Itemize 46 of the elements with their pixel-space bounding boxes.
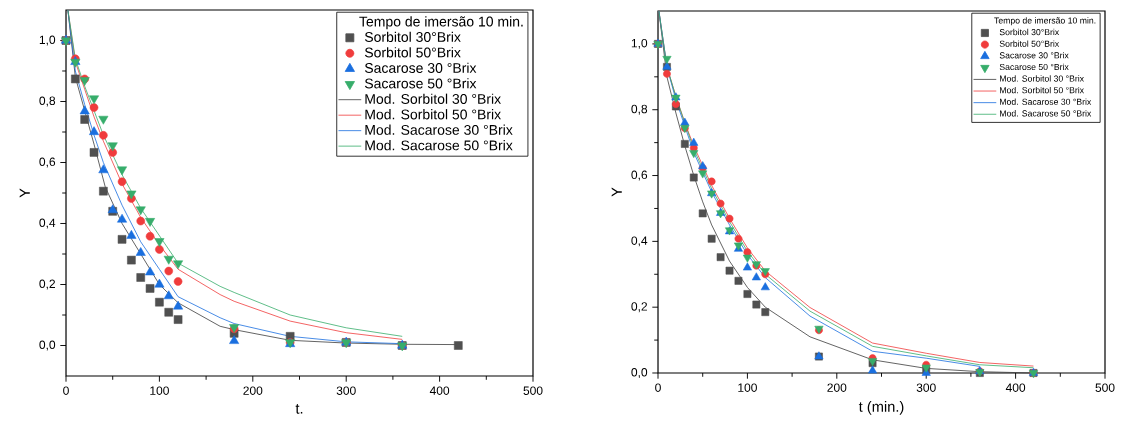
x-tick-label: 200 bbox=[827, 383, 847, 392]
x-tick-label: 300 bbox=[336, 386, 356, 395]
y-tick-label: 0,6 bbox=[631, 170, 648, 181]
y-tick-label: 0,0 bbox=[39, 340, 56, 351]
legend-label: Mod. Sorbitol 50 °Brix bbox=[365, 109, 501, 120]
legend-label: Sacarose 50 °Brix bbox=[999, 63, 1069, 71]
y-tick-label: 0,4 bbox=[39, 218, 56, 229]
y-tick-label: 0,2 bbox=[631, 302, 647, 313]
y-axis-title: Y bbox=[19, 188, 30, 198]
legend-label: Sorbitol 30°Brix bbox=[364, 31, 461, 42]
legend-label: Mod. Sacarose 30 °Brix bbox=[1000, 98, 1092, 105]
x-axis-title: t (min.) bbox=[858, 401, 904, 415]
legend-label: Mod. Sacarose 30 °Brix bbox=[365, 124, 513, 135]
x-tick-label: 100 bbox=[738, 383, 757, 392]
legend-title: Tempo de imersão 10 min. bbox=[994, 17, 1096, 26]
legend-label: Sacarose 30 °Brix bbox=[364, 62, 477, 73]
x-tick-label: 400 bbox=[1005, 383, 1026, 392]
y-axis-title: Y bbox=[611, 187, 622, 197]
legend-label: Mod. Sorbitol 50 °Brix bbox=[1000, 86, 1084, 94]
y-tick-label: 0,0 bbox=[631, 368, 648, 378]
x-axis-title: t. bbox=[295, 404, 303, 414]
legend-label: Sacarose 30 °Brix bbox=[999, 52, 1069, 59]
x-tick-label: 200 bbox=[243, 386, 263, 395]
y-tick-label: 0,8 bbox=[39, 96, 56, 107]
legend-label: Mod. Sorbitol 30 °Brix bbox=[365, 93, 501, 104]
y-tick-label: 1,0 bbox=[631, 38, 648, 49]
legend-label: Sorbitol 50°Brix bbox=[999, 40, 1060, 47]
x-tick-label: 300 bbox=[916, 383, 936, 392]
y-tick-label: 1,0 bbox=[39, 35, 56, 46]
y-tick-label: 0,4 bbox=[631, 236, 648, 247]
legend-label: Sacarose 50 °Brix bbox=[364, 78, 477, 89]
x-tick-label: 500 bbox=[1095, 383, 1115, 392]
y-tick-label: 0,6 bbox=[39, 157, 56, 168]
x-tick-label: 0 bbox=[63, 386, 69, 395]
x-tick-label: 100 bbox=[150, 386, 169, 395]
y-tick-label: 0,8 bbox=[631, 104, 648, 115]
legend-label: Sorbitol 30°Brix bbox=[999, 28, 1060, 36]
x-tick-label: 400 bbox=[429, 386, 450, 395]
legend-label: Mod. Sacarose 50 °Brix bbox=[365, 140, 513, 151]
legend-label: Sorbitol 50°Brix bbox=[364, 47, 461, 58]
legend-label: Mod. Sacarose 50 °Brix bbox=[1000, 110, 1092, 117]
legend-label: Mod. Sorbitol 30 °Brix bbox=[1000, 75, 1084, 82]
x-tick-label: 0 bbox=[655, 383, 661, 392]
x-tick-label: 500 bbox=[523, 386, 543, 395]
legend-title: Tempo de imersão 10 min. bbox=[359, 16, 523, 30]
y-tick-label: 0,2 bbox=[39, 279, 55, 290]
